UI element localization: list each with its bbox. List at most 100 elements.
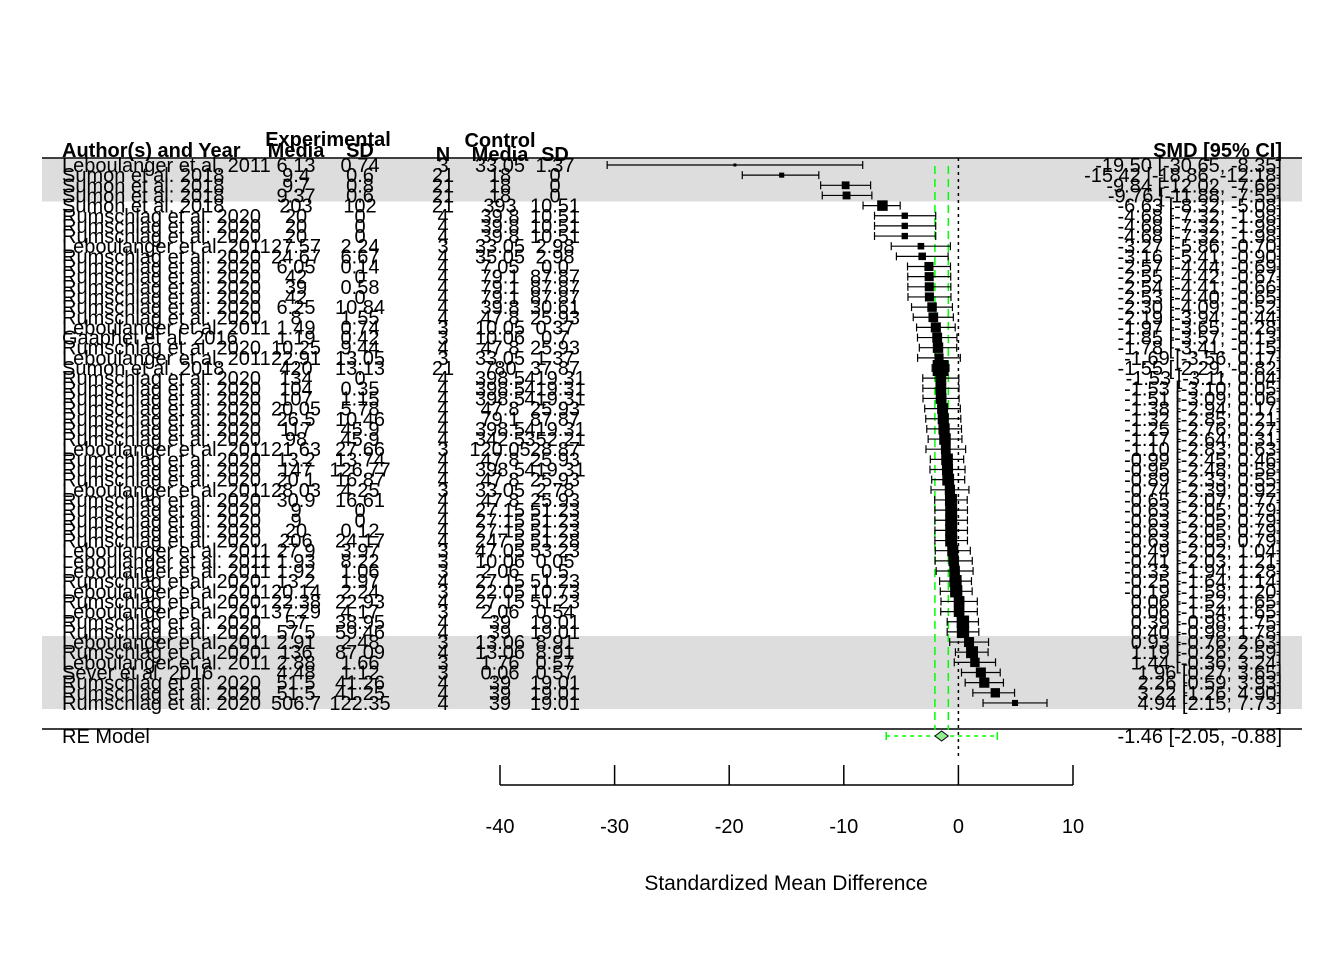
n-value: 4 bbox=[437, 267, 448, 289]
effect-value: -3.27 [-5.86, -0.70] bbox=[1117, 236, 1282, 258]
ctrl-sd-value: 51.23 bbox=[530, 520, 580, 542]
effect-marker bbox=[949, 565, 960, 577]
study-label: Leboulanger et al. 2011 bbox=[62, 155, 271, 177]
effect-value: -1.53 [-3.11, 0.04] bbox=[1126, 368, 1282, 390]
study-row: Rumschlag et al. 2020 98 45.9 4 342.5 352.21 -… bbox=[62, 429, 1282, 451]
effect-marker bbox=[945, 514, 958, 527]
n-value: 4 bbox=[437, 693, 448, 715]
ctrl-sd-value: 19.01 bbox=[530, 693, 580, 715]
study-label: Leboulanger et al. 2011 bbox=[62, 602, 271, 624]
n-value: 4 bbox=[437, 520, 448, 542]
exp-sd-value: 0.74 bbox=[341, 317, 380, 339]
study-row: Rumschlag et al. 2020 8 1.55 4 47.8 25.93 -2.1… bbox=[62, 307, 1282, 329]
study-label: Rumschlag et al. 2020 bbox=[62, 520, 261, 542]
exp-mean-value: 51.5 bbox=[277, 673, 316, 695]
exp-mean-value: 26.5 bbox=[277, 409, 316, 431]
ctrl-sd-value: 19.01 bbox=[530, 612, 580, 634]
effect-marker bbox=[966, 646, 979, 659]
ctrl-sd-value: 0.54 bbox=[536, 602, 575, 624]
ctrl-sd-value: 25.93 bbox=[530, 307, 580, 329]
exp-mean-value: 206 bbox=[279, 531, 312, 553]
study-label: Rumschlag et al. 2020 bbox=[62, 206, 261, 228]
effect-value: -0.63 [-2.05, 0.79] bbox=[1124, 510, 1282, 532]
study-label: Rumschlag et al. 2020 bbox=[62, 409, 261, 431]
ctrl-mean-value: 27.15 bbox=[475, 591, 525, 613]
ctrl-mean-value: 39 bbox=[489, 693, 511, 715]
n-value: 4 bbox=[437, 460, 448, 482]
effect-marker bbox=[930, 322, 941, 333]
exp-mean-value: 57 bbox=[285, 612, 307, 634]
study-label: Rumschlag et al. 2020 bbox=[62, 338, 261, 360]
ctrl-mean-value: 47.8 bbox=[481, 399, 520, 421]
ctrl-mean-value: 398.5 bbox=[475, 460, 525, 482]
exp-mean-value: 9 bbox=[290, 510, 301, 532]
exp-sd-value: 4.17 bbox=[341, 602, 380, 624]
ctrl-mean-value: 398.5 bbox=[475, 388, 525, 410]
study-label: Rumschlag et al. 2020 bbox=[62, 388, 261, 410]
ctrl-mean-value: 47.05 bbox=[475, 541, 525, 563]
n-value: 4 bbox=[437, 277, 448, 299]
effect-value: -2.53 [-4.40, -0.65] bbox=[1117, 287, 1282, 309]
ctrl-sd-value: 0.0 bbox=[541, 257, 569, 279]
study-label: Rumschlag et al. 2020 bbox=[62, 419, 261, 441]
effect-value: -1.69 [-3.56, 0.17] bbox=[1124, 348, 1282, 370]
effect-marker bbox=[924, 272, 934, 282]
exp-sd-value: 38.95 bbox=[335, 612, 385, 634]
ctrl-mean-value: 2.06 bbox=[481, 561, 520, 583]
effect-marker bbox=[953, 606, 965, 617]
study-row: Rumschlag et al. 2020 13.2 1.97 4 27.15 51.23… bbox=[62, 571, 1282, 593]
x-tick-label: 0 bbox=[953, 816, 964, 838]
study-label: Leboulanger et al. 2011 bbox=[62, 551, 271, 573]
ctrl-mean-value: 18 bbox=[489, 175, 511, 197]
n-value: 4 bbox=[437, 591, 448, 613]
study-row: Leboulanger et al. 2011 1.93 8.22 3 10.06 0.0… bbox=[62, 551, 1282, 573]
study-row: Rumschlag et al. 2020 20 0 4 39.8 10.51 -4.68 … bbox=[62, 206, 1282, 228]
n-value: 4 bbox=[437, 368, 448, 390]
n-value: 4 bbox=[437, 399, 448, 421]
effect-marker bbox=[1011, 699, 1019, 706]
study-row: Leboulanger et al. 2011 2.91 2.48 3 13.06 8.9… bbox=[62, 632, 1282, 654]
effect-value: -1.55 [-2.29, -0.82] bbox=[1117, 358, 1282, 380]
study-label: Leboulanger et al. 2011 bbox=[62, 632, 271, 654]
exp-sd-value: 1.06 bbox=[341, 561, 380, 583]
exp-sd-value: 5.78 bbox=[341, 399, 380, 421]
effect-marker bbox=[901, 222, 908, 230]
study-label: Rumschlag et al. 2020 bbox=[62, 622, 261, 644]
exp-sd-value: 0.74 bbox=[341, 155, 380, 177]
ctrl-sd-value: 2.98 bbox=[536, 246, 575, 268]
ctrl-sd-value: 25.93 bbox=[530, 470, 580, 492]
study-row: Rumschlag et al. 2020 206 24.17 4 247.5 51.28… bbox=[62, 531, 1282, 553]
n-value: 4 bbox=[437, 531, 448, 553]
study-row: Rumschlag et al. 2020 57 38.95 4 39 19.01 0.39… bbox=[62, 612, 1282, 634]
study-row: Leboulanger et al. 2011 28.03 4.25 3 33.05 2.… bbox=[62, 480, 1282, 502]
study-label: Rumschlag et al. 2020 bbox=[62, 257, 261, 279]
column-headers: Experimental Control Author(s) and Year … bbox=[62, 129, 1282, 166]
ctrl-mean-value: 27.15 bbox=[475, 510, 525, 532]
ctrl-sd-value: 25.93 bbox=[530, 490, 580, 512]
ctrl-sd-value: 28.87 bbox=[530, 439, 580, 461]
effect-marker bbox=[733, 163, 737, 167]
ctrl-mean-value: 39 bbox=[489, 622, 511, 644]
exp-mean-value: 24.67 bbox=[271, 246, 321, 268]
ctrl-mean-value: 47.8 bbox=[481, 338, 520, 360]
effect-value: 0.06 [-1.54, 1.65] bbox=[1131, 602, 1282, 624]
exp-mean-value: 37.29 bbox=[271, 602, 321, 624]
exp-mean-value: 20 bbox=[285, 520, 307, 542]
study-row: Rumschlag et al. 2020 117 45.9 4 398.5 419.31… bbox=[62, 419, 1282, 441]
study-row: Leboulanger et al. 2011 20.14 2.24 3 22.05 10… bbox=[62, 581, 1282, 603]
exp-sd-value: 10.46 bbox=[335, 409, 385, 431]
x-axis: -40 -30 -20 -10 0 10 bbox=[486, 765, 1084, 838]
n-value: 4 bbox=[437, 409, 448, 431]
effect-marker bbox=[942, 473, 955, 486]
study-row: Rumschlag et al. 2020 136 87.09 4 13.06 8.91 1… bbox=[62, 642, 1282, 664]
ctrl-mean-value: 10.06 bbox=[475, 551, 525, 573]
effect-marker bbox=[934, 353, 944, 363]
exp-mean-value: 51.5 bbox=[277, 683, 316, 705]
study-row: Rumschlag et al. 2020 30.9 16.61 4 47.8 25.93… bbox=[62, 490, 1282, 512]
ctrl-sd-value: 0.57 bbox=[536, 652, 575, 674]
exp-mean-value: 1.49 bbox=[277, 317, 316, 339]
study-label: Rumschlag et al. 2020 bbox=[62, 612, 261, 634]
exp-mean-value: 30.9 bbox=[277, 490, 316, 512]
effect-marker bbox=[956, 625, 970, 639]
